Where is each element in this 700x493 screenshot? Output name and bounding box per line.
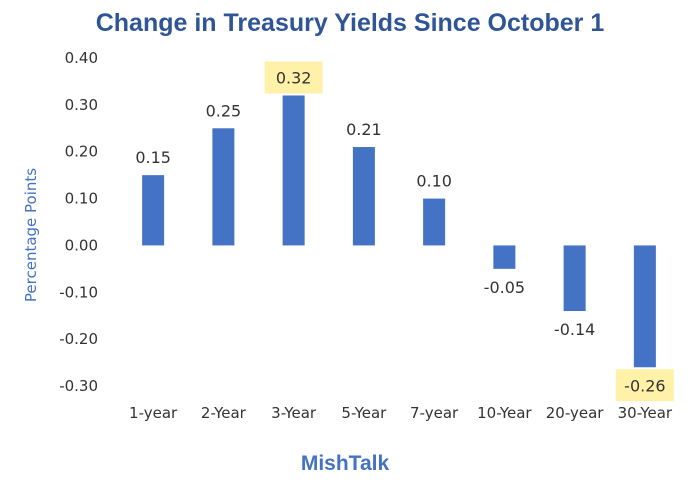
y-tick-label: 0.30: [65, 96, 98, 114]
data-label: 0.25: [206, 101, 242, 120]
y-tick-label: -0.10: [59, 283, 98, 301]
x-category-label: 3-Year: [271, 404, 317, 422]
y-tick-label: -0.30: [59, 377, 98, 395]
bar-7-year: [423, 198, 446, 246]
label-highlight: [615, 369, 674, 402]
y-tick-label: 0.00: [65, 236, 98, 254]
x-category-label: 5-Year: [341, 404, 387, 422]
y-tick-label: 0.20: [65, 143, 98, 161]
data-label: -0.26: [624, 376, 665, 395]
y-tick-label: 0.10: [65, 190, 98, 208]
highlights: [264, 61, 674, 402]
x-category-label: 1-year: [129, 404, 178, 422]
data-label: 0.21: [346, 120, 382, 139]
y-axis-label: Percentage Points: [22, 168, 40, 302]
bar-30-year: [633, 245, 656, 368]
x-axis-categories: 1-year 2-Year 3-Year 5-Year 7-year 10-Year 20-…: [129, 404, 673, 422]
bar-10-year: [493, 245, 516, 269]
y-tick-label: 0.40: [65, 49, 98, 67]
x-category-label: 30-Year: [618, 404, 673, 422]
data-label: 0.10: [416, 172, 452, 191]
bar-1-year: [142, 175, 165, 246]
data-label: -0.05: [484, 278, 525, 297]
bar-20-year: [563, 245, 586, 312]
y-axis-ticks: 0.40 0.30 0.20 0.10 0.00 -0.10 -0.20 -0.30: [59, 49, 98, 395]
chart-title: Change in Treasury Yields Since October …: [96, 9, 605, 37]
x-category-label: 2-Year: [201, 404, 247, 422]
x-category-label: 7-year: [410, 404, 459, 422]
x-category-label: 20-year: [546, 404, 605, 422]
bar-5-year: [352, 147, 375, 246]
data-label: 0.32: [276, 68, 312, 87]
bar-2-year: [212, 128, 235, 246]
x-category-label: 10-Year: [477, 404, 532, 422]
data-label: -0.14: [554, 320, 595, 339]
data-label: 0.15: [135, 148, 171, 167]
data-labels: 0.15 0.25 0.32 0.21 0.10 -0.05 -0.14 -0.26: [135, 68, 665, 395]
footer-brand: MishTalk: [301, 452, 390, 475]
bars: [142, 95, 656, 368]
label-highlight: [264, 61, 323, 94]
y-tick-label: -0.20: [59, 330, 98, 348]
bar-3-year: [282, 95, 305, 246]
